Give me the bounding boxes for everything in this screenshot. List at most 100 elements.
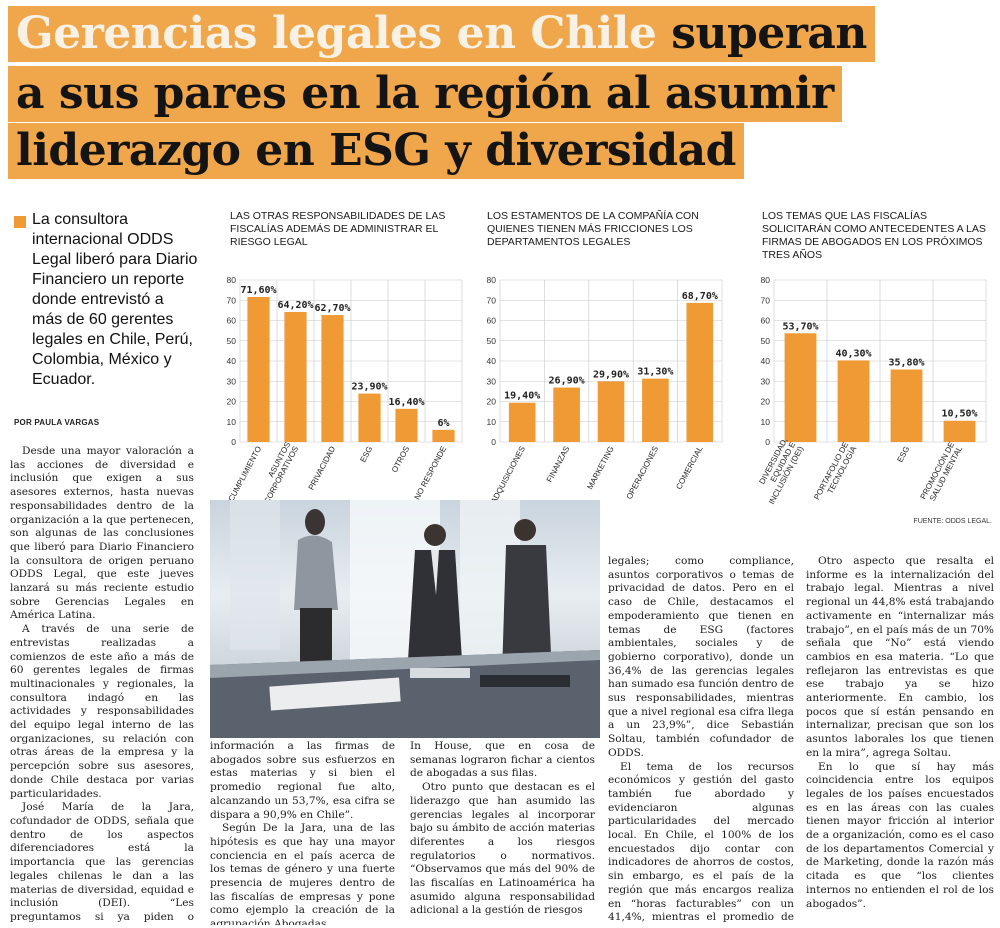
paragraph: información a las firmas de abogados sob… [210, 740, 395, 821]
x-category-label-line: PRIVACIDAD [307, 445, 338, 492]
article-column-1: Desde una mayor valoración a las accione… [10, 445, 194, 925]
photo-illustration [210, 500, 600, 738]
x-category-label: ADQUISICIONES [489, 445, 527, 500]
x-category-label: MARKETING [585, 445, 615, 491]
x-category-label: OTROS [390, 445, 411, 474]
data-label: 64,20% [277, 300, 313, 311]
chart-3-title: LOS TEMAS QUE LAS FISCALÍAS SOLICITARÁN … [762, 210, 986, 261]
y-tick-label: 10 [761, 417, 771, 427]
paragraph: A través de una serie de entrevistas rea… [10, 623, 194, 800]
bar [508, 402, 536, 442]
article-column-5: Otro aspecto que resalta el informe es l… [806, 555, 994, 925]
y-tick-label: 50 [227, 336, 237, 346]
x-category-label-line: CUMPLIMIENTO [227, 445, 264, 500]
y-tick-label: 40 [761, 356, 771, 366]
x-category-label: FINANZAS [545, 445, 572, 484]
bar [784, 333, 817, 442]
paragraph: Según De la Jara, una de las hipótesis e… [210, 822, 395, 925]
y-tick-label: 80 [761, 275, 771, 285]
headline-line-2: a sus pares en la región al asumir [8, 66, 842, 122]
data-label: 68,70% [682, 291, 718, 302]
data-label: 35,80% [888, 358, 924, 369]
y-tick-label: 30 [227, 376, 237, 386]
bar [943, 420, 976, 442]
byline: POR PAULA VARGAS [14, 418, 100, 427]
paragraph: Otro aspecto que resalta el informe es l… [806, 555, 994, 759]
headline-line-1: Gerencias legales en Chile superan [8, 6, 875, 62]
y-tick-label: 40 [227, 356, 237, 366]
article-column-3: In House, que en cosa de semanas lograro… [410, 740, 595, 925]
y-tick-label: 60 [227, 316, 237, 326]
chart-3: 80 70 60 50 40 30 20 10 0 53,70% DIVERSIDAD,EQUIDA… [757, 275, 987, 506]
x-category-label: COMERCIAL [674, 444, 705, 491]
headline-line-3: liderazgo en ESG y diversidad [8, 123, 744, 179]
bar [597, 381, 625, 442]
x-category-label-line: NO RESPONDE [413, 445, 449, 500]
y-tick-label: 30 [761, 376, 771, 386]
bar [321, 315, 344, 442]
chart-1: 80 70 60 50 40 30 20 10 0 71,60% CUMPLIMIENTO 64,20… [227, 275, 463, 500]
chart-2: 80 70 60 50 40 30 20 10 0 19,40% ADQUISICIONES 26,9… [487, 275, 723, 500]
x-category-label-line: ESG [895, 445, 911, 464]
x-category-label-line: OPERACIONES [625, 445, 660, 500]
article-column-2: información a las firmas de abogados sob… [210, 740, 395, 925]
y-tick-label: 10 [227, 417, 237, 427]
data-label: 10,50% [941, 409, 977, 420]
y-tick-label: 0 [491, 437, 496, 447]
y-tick-label: 20 [227, 397, 237, 407]
y-tick-label: 20 [487, 397, 497, 407]
data-label: 16,40% [388, 397, 424, 408]
y-tick-label: 10 [487, 417, 497, 427]
paragraph: In House, que en cosa de semanas lograro… [410, 740, 595, 780]
data-label: 62,70% [314, 303, 350, 314]
bar [395, 408, 418, 442]
data-label: 26,90% [549, 376, 585, 387]
y-tick-label: 60 [487, 316, 497, 326]
source-note: FUENTE: ODDS LEGAL. [913, 518, 992, 525]
data-label: 19,40% [504, 391, 540, 402]
chart-2-title: LOS ESTAMENTOS DE LA COMPAÑÍA CON QUIENE… [487, 210, 699, 248]
bar [837, 360, 870, 442]
bar [358, 393, 381, 442]
data-label: 31,30% [637, 367, 673, 378]
x-category-label-line: MARKETING [585, 445, 615, 491]
chart-1-title: LAS OTRAS RESPONSABILIDADES DE LAS FISCA… [230, 210, 446, 248]
paragraph: José María de la Jara, cofundador de ODD… [10, 801, 194, 925]
y-tick-label: 50 [487, 336, 497, 346]
y-tick-label: 70 [487, 295, 497, 305]
y-tick-label: 0 [231, 437, 236, 447]
data-label: 40,30% [835, 348, 871, 359]
x-category-label: CUMPLIMIENTO [227, 445, 264, 500]
y-tick-label: 80 [487, 275, 497, 285]
data-label: 53,70% [782, 321, 818, 332]
paragraph: El tema de los recursos económicos y ges… [608, 760, 794, 925]
x-category-label: OPERACIONES [625, 445, 660, 500]
paragraph: Desde una mayor valoración a las accione… [10, 445, 194, 622]
headline-light-text: Gerencias legales en Chile [16, 8, 657, 59]
x-category-label-line: FINANZAS [545, 445, 572, 484]
y-tick-label: 30 [487, 376, 497, 386]
y-tick-label: 80 [227, 275, 237, 285]
bar [432, 429, 455, 442]
article-column-4: legales; como compliance, asuntos corpor… [608, 555, 794, 925]
y-tick-label: 70 [227, 295, 237, 305]
y-tick-label: 40 [487, 356, 497, 366]
x-category-label: PRIVACIDAD [307, 445, 338, 492]
x-category-label-line: OTROS [390, 445, 411, 474]
business-meeting-photo [210, 500, 600, 738]
bar [284, 311, 307, 442]
bar [247, 297, 270, 442]
bar [890, 369, 923, 442]
bar [686, 302, 714, 442]
paragraph: legales; como compliance, asuntos corpor… [608, 555, 794, 759]
y-tick-label: 70 [761, 295, 771, 305]
lead-paragraph: La consultora internacional ODDS Legal l… [32, 211, 198, 388]
y-tick-label: 60 [761, 316, 771, 326]
headline-dark-text: superan [671, 8, 867, 59]
paragraph: En lo que sí hay más coincidencia entre … [806, 760, 994, 910]
data-label: 71,60% [240, 285, 276, 296]
x-category-label: NO RESPONDE [413, 445, 449, 500]
